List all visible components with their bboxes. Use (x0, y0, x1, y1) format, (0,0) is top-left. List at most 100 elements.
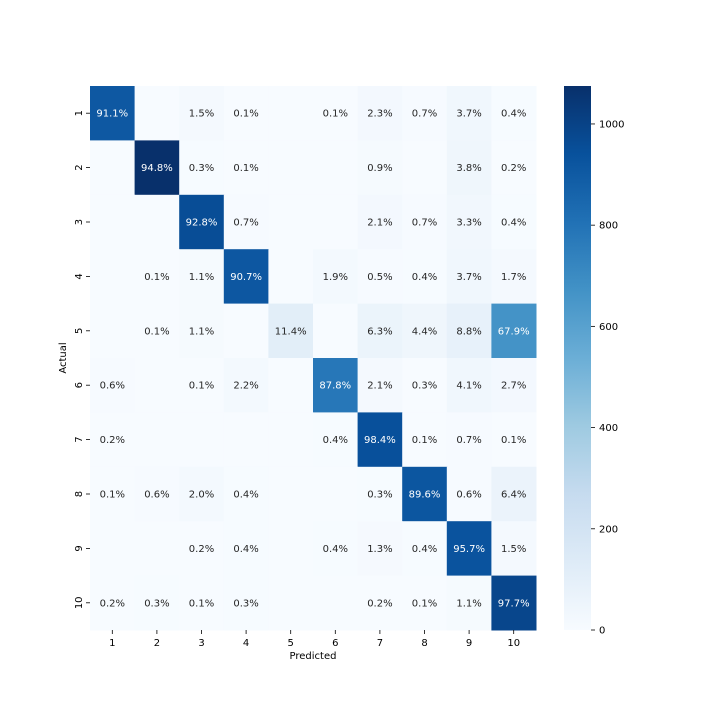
cell-label: 2.1% (367, 218, 392, 229)
cell-label: 0.1% (323, 109, 348, 120)
y-axis-label: Actual (58, 342, 69, 373)
cell-label: 0.7% (412, 109, 437, 120)
heatmap-cell (491, 249, 537, 305)
cell-label: 1.3% (367, 544, 392, 555)
heatmap-cell (491, 140, 537, 196)
heatmap-cell (90, 249, 136, 305)
heatmap-cell (357, 466, 403, 522)
cell-label: 98.4% (364, 435, 396, 446)
y-axis-ticks: 1 2 3 4 5 6 7 8 9 10 (74, 110, 90, 609)
heatmap-cell (268, 249, 314, 305)
heatmap-cell (179, 521, 225, 577)
heatmap-cell (491, 466, 537, 522)
heatmap-cell (134, 86, 180, 141)
heatmap-cell (179, 358, 225, 413)
heatmap-cell (268, 303, 314, 359)
x-tick-label: 4 (243, 638, 249, 649)
cell-label: 0.4% (412, 544, 437, 555)
x-tick-label: 5 (288, 638, 294, 649)
y-tick-label: 7 (74, 436, 85, 442)
cell-label: 0.1% (233, 109, 258, 120)
colorbar-tick-label: 0 (599, 626, 605, 637)
x-tick-label: 2 (154, 638, 160, 649)
heatmap-cell (446, 521, 492, 577)
heatmap-cell (402, 575, 448, 631)
cell-label: 0.2% (189, 544, 214, 555)
heatmap-cell (268, 412, 314, 468)
heatmap-cell (90, 140, 136, 196)
heatmap-cell (313, 575, 359, 631)
cell-label: 89.6% (409, 490, 441, 501)
cell-label: 0.2% (100, 598, 125, 609)
heatmap-cell (313, 466, 359, 522)
cell-label: 0.1% (412, 435, 437, 446)
cell-label: 0.3% (189, 163, 214, 174)
heatmap-cell (90, 303, 136, 359)
heatmap-cell (402, 412, 448, 468)
heatmap-cell (491, 303, 537, 359)
cell-label: 2.3% (367, 109, 392, 120)
cell-label: 0.7% (233, 218, 258, 229)
cell-label: 0.2% (367, 598, 392, 609)
y-tick-label: 9 (74, 545, 85, 551)
heatmap-cell (357, 358, 403, 413)
heatmap-cell (446, 466, 492, 522)
cell-label: 0.4% (233, 490, 258, 501)
cell-label: 97.7% (498, 598, 530, 609)
colorbar-tick-label: 1000 (599, 119, 624, 130)
cell-label: 1.9% (323, 272, 348, 283)
cell-label: 3.3% (456, 218, 481, 229)
heatmap-cell (268, 358, 314, 413)
heatmap-cell (223, 194, 269, 250)
cell-label: 0.3% (144, 598, 169, 609)
heatmap-cell (90, 86, 136, 141)
cell-label: 8.8% (456, 326, 481, 337)
cell-label: 0.4% (323, 435, 348, 446)
heatmap-cell (313, 140, 359, 196)
heatmap-cell (268, 466, 314, 522)
y-tick-label: 2 (74, 164, 85, 170)
heatmap-cell (90, 194, 136, 250)
cell-label: 0.1% (144, 272, 169, 283)
cell-label: 1.5% (189, 109, 214, 120)
heatmap-cell (179, 303, 225, 359)
colorbar-tick-label: 400 (599, 423, 618, 434)
heatmap-cell (357, 86, 403, 141)
cell-label: 2.1% (367, 381, 392, 392)
heatmap-cell (134, 194, 180, 250)
heatmap-cell (313, 358, 359, 413)
cell-label: 11.4% (275, 326, 307, 337)
heatmap-cell (90, 575, 136, 631)
cell-label: 0.1% (100, 490, 125, 501)
heatmap-cell (179, 575, 225, 631)
cell-label: 95.7% (453, 544, 485, 555)
cell-label: 0.4% (501, 109, 526, 120)
cell-label: 1.1% (456, 598, 481, 609)
cell-label: 1.7% (501, 272, 526, 283)
cell-label: 0.1% (144, 326, 169, 337)
x-tick-label: 9 (466, 638, 472, 649)
heatmap-cell (313, 303, 359, 359)
heatmap-cell (134, 249, 180, 305)
heatmap-cell (491, 521, 537, 577)
colorbar: 0 200 400 600 800 1000 (564, 86, 624, 637)
heatmap-cell (446, 194, 492, 250)
heatmap-cell (402, 194, 448, 250)
cell-label: 91.1% (96, 109, 128, 120)
heatmap-cell (313, 521, 359, 577)
cell-label: 0.4% (412, 272, 437, 283)
heatmap-cell (313, 86, 359, 141)
cell-label: 4.1% (456, 381, 481, 392)
heatmap-cell (179, 466, 225, 522)
heatmap-cell (223, 412, 269, 468)
heatmap-cell (179, 412, 225, 468)
cell-label: 0.4% (323, 544, 348, 555)
cell-label: 0.7% (412, 218, 437, 229)
cell-label: 0.4% (501, 218, 526, 229)
heatmap-cell (357, 521, 403, 577)
heatmap-cell (491, 412, 537, 468)
heatmap-cell (402, 249, 448, 305)
heatmap-cell (223, 249, 269, 305)
y-tick-label: 4 (74, 273, 85, 279)
